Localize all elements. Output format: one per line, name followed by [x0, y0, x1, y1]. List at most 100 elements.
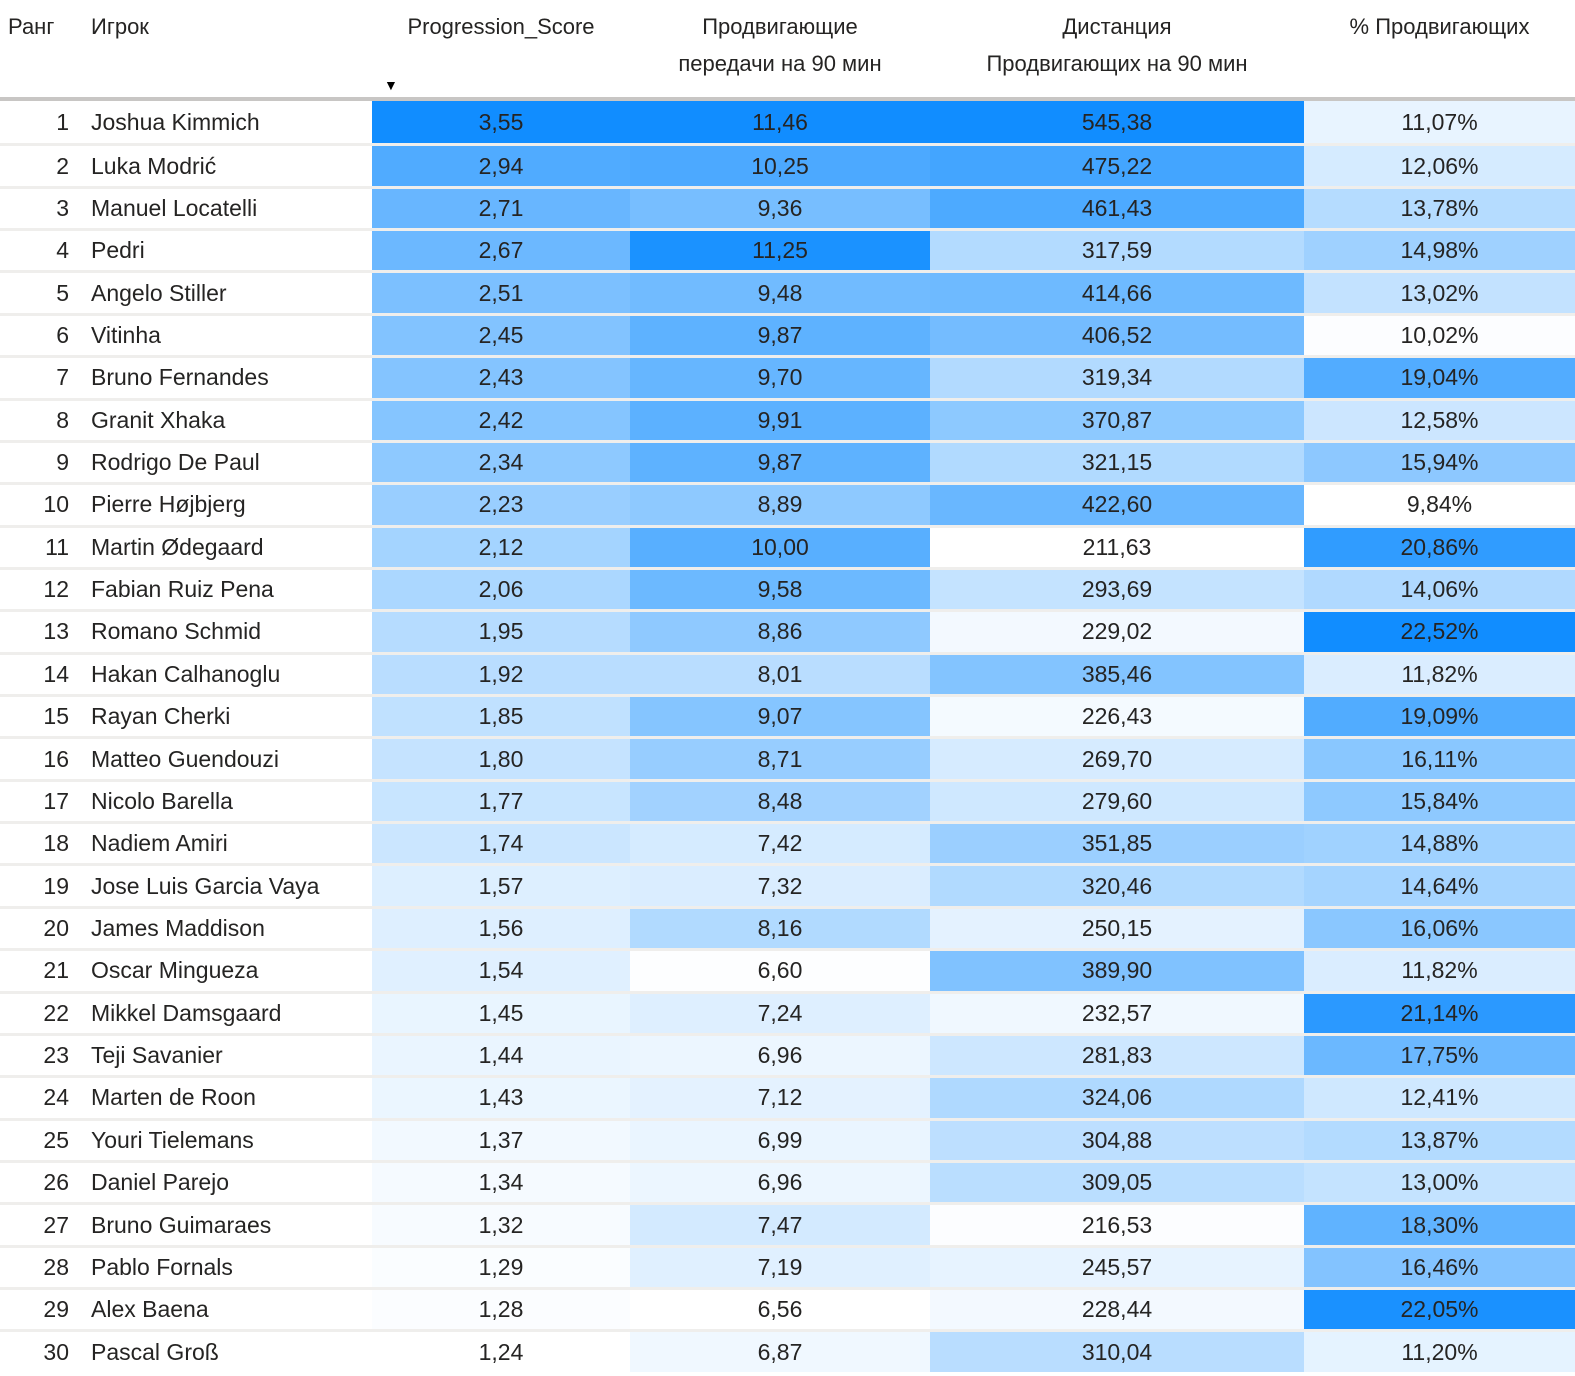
cell-score[interactable]: 1,37	[372, 1117, 630, 1160]
cell-player[interactable]: Angelo Stiller	[85, 270, 372, 312]
cell-rank[interactable]: 16	[0, 736, 85, 778]
cell-passes[interactable]: 9,91	[630, 397, 930, 440]
cell-rank[interactable]: 11	[0, 524, 85, 567]
cell-passes[interactable]: 7,47	[630, 1202, 930, 1245]
cell-rank[interactable]: 15	[0, 694, 85, 736]
cell-rank[interactable]: 19	[0, 863, 85, 905]
cell-score[interactable]: 2,94	[372, 143, 630, 186]
cell-passes[interactable]: 9,07	[630, 694, 930, 737]
cell-distance[interactable]: 245,57	[930, 1244, 1304, 1288]
cell-rank[interactable]: 17	[0, 778, 85, 821]
cell-passes[interactable]: 8,89	[630, 482, 930, 525]
cell-percent[interactable]: 12,41%	[1304, 1075, 1575, 1118]
cell-percent[interactable]: 19,04%	[1304, 355, 1575, 398]
cell-player[interactable]: Manuel Locatelli	[85, 185, 372, 228]
cell-player[interactable]: Pablo Fornals	[85, 1244, 372, 1287]
cell-passes[interactable]: 9,87	[630, 439, 930, 483]
cell-score[interactable]: 1,34	[372, 1159, 630, 1203]
cell-rank[interactable]: 30	[0, 1329, 85, 1371]
cell-rank[interactable]: 7	[0, 355, 85, 397]
cell-score[interactable]: 1,54	[372, 948, 630, 991]
cell-distance[interactable]: 293,69	[930, 566, 1304, 610]
cell-player[interactable]: Vitinha	[85, 312, 372, 355]
cell-percent[interactable]: 16,06%	[1304, 905, 1575, 949]
cell-passes[interactable]: 11,46	[630, 101, 930, 144]
cell-rank[interactable]: 13	[0, 609, 85, 651]
cell-player[interactable]: Teji Savanier	[85, 1032, 372, 1075]
column-header-distance[interactable]: Дистанция Продвигающих на 90 мин	[930, 0, 1304, 101]
cell-distance[interactable]: 461,43	[930, 185, 1304, 229]
cell-distance[interactable]: 317,59	[930, 228, 1304, 271]
cell-distance[interactable]: 229,02	[930, 609, 1304, 652]
cell-distance[interactable]: 414,66	[930, 270, 1304, 313]
cell-percent[interactable]: 12,58%	[1304, 397, 1575, 440]
cell-player[interactable]: Youri Tielemans	[85, 1117, 372, 1160]
cell-distance[interactable]: 281,83	[930, 1032, 1304, 1076]
cell-passes[interactable]: 6,87	[630, 1329, 930, 1372]
cell-rank[interactable]: 20	[0, 905, 85, 948]
cell-score[interactable]: 1,57	[372, 863, 630, 906]
cell-distance[interactable]: 228,44	[930, 1287, 1304, 1330]
cell-rank[interactable]: 26	[0, 1159, 85, 1202]
cell-distance[interactable]: 216,53	[930, 1202, 1304, 1245]
cell-player[interactable]: Jose Luis Garcia Vaya	[85, 863, 372, 905]
cell-percent[interactable]: 13,02%	[1304, 270, 1575, 313]
cell-rank[interactable]: 25	[0, 1117, 85, 1160]
cell-score[interactable]: 2,42	[372, 397, 630, 440]
cell-distance[interactable]: 226,43	[930, 694, 1304, 737]
cell-passes[interactable]: 8,48	[630, 778, 930, 822]
cell-score[interactable]: 1,44	[372, 1032, 630, 1076]
cell-percent[interactable]: 22,52%	[1304, 609, 1575, 652]
cell-percent[interactable]: 17,75%	[1304, 1032, 1575, 1076]
cell-score[interactable]: 3,55	[372, 101, 630, 144]
cell-passes[interactable]: 6,99	[630, 1117, 930, 1160]
cell-score[interactable]: 1,29	[372, 1244, 630, 1288]
cell-score[interactable]: 2,45	[372, 312, 630, 356]
cell-percent[interactable]: 21,14%	[1304, 990, 1575, 1033]
cell-player[interactable]: Rayan Cherki	[85, 694, 372, 736]
cell-percent[interactable]: 11,07%	[1304, 101, 1575, 144]
cell-percent[interactable]: 22,05%	[1304, 1287, 1575, 1330]
cell-distance[interactable]: 370,87	[930, 397, 1304, 440]
cell-passes[interactable]: 6,96	[630, 1159, 930, 1203]
cell-score[interactable]: 2,12	[372, 524, 630, 567]
cell-score[interactable]: 2,06	[372, 566, 630, 610]
cell-distance[interactable]: 351,85	[930, 821, 1304, 864]
cell-player[interactable]: Pedri	[85, 228, 372, 270]
cell-passes[interactable]: 9,70	[630, 355, 930, 398]
cell-percent[interactable]: 10,02%	[1304, 312, 1575, 356]
cell-distance[interactable]: 304,88	[930, 1117, 1304, 1160]
column-header-player[interactable]: Игрок	[85, 0, 372, 101]
cell-score[interactable]: 1,43	[372, 1075, 630, 1118]
cell-rank[interactable]: 22	[0, 990, 85, 1033]
cell-score[interactable]: 2,71	[372, 185, 630, 229]
cell-distance[interactable]: 475,22	[930, 143, 1304, 186]
cell-passes[interactable]: 7,19	[630, 1244, 930, 1288]
cell-rank[interactable]: 6	[0, 312, 85, 355]
cell-percent[interactable]: 14,98%	[1304, 228, 1575, 271]
cell-rank[interactable]: 9	[0, 439, 85, 482]
cell-distance[interactable]: 269,70	[930, 736, 1304, 779]
cell-percent[interactable]: 13,00%	[1304, 1159, 1575, 1203]
cell-score[interactable]: 2,43	[372, 355, 630, 398]
cell-passes[interactable]: 8,86	[630, 609, 930, 652]
cell-score[interactable]: 1,74	[372, 821, 630, 864]
cell-player[interactable]: Oscar Mingueza	[85, 948, 372, 990]
cell-passes[interactable]: 9,48	[630, 270, 930, 313]
cell-score[interactable]: 1,95	[372, 609, 630, 652]
column-header-rank[interactable]: Ранг	[0, 0, 85, 101]
cell-percent[interactable]: 14,06%	[1304, 566, 1575, 610]
cell-score[interactable]: 1,32	[372, 1202, 630, 1245]
cell-rank[interactable]: 2	[0, 143, 85, 185]
cell-score[interactable]: 1,56	[372, 905, 630, 949]
cell-player[interactable]: Rodrigo De Paul	[85, 439, 372, 482]
cell-rank[interactable]: 23	[0, 1032, 85, 1075]
cell-score[interactable]: 2,51	[372, 270, 630, 313]
cell-score[interactable]: 1,77	[372, 778, 630, 822]
cell-score[interactable]: 2,23	[372, 482, 630, 525]
cell-percent[interactable]: 13,78%	[1304, 185, 1575, 229]
cell-distance[interactable]: 320,46	[930, 863, 1304, 906]
cell-passes[interactable]: 8,01	[630, 651, 930, 695]
cell-player[interactable]: Fabian Ruiz Pena	[85, 566, 372, 609]
cell-distance[interactable]: 389,90	[930, 948, 1304, 991]
